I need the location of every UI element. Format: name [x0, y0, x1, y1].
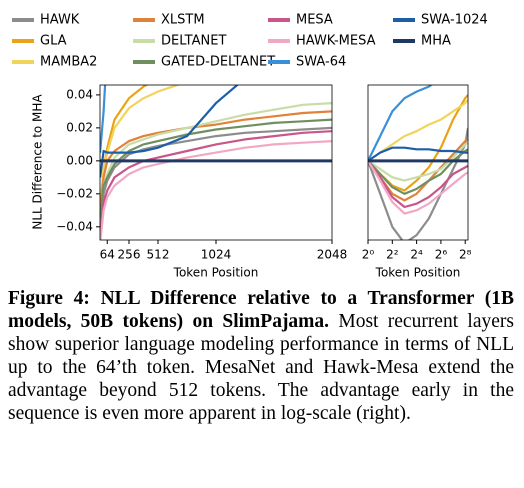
x-tick-label: 1024 — [201, 248, 232, 262]
legend-label: HAWK — [40, 13, 80, 28]
x-tick-label: 512 — [147, 248, 170, 262]
x-tick-label: 64 — [100, 248, 115, 262]
x-axis-label: Token Position — [173, 266, 259, 280]
legend-label: SWA-64 — [296, 55, 346, 70]
series-line — [368, 160, 468, 215]
legend-label: DELTANET — [161, 34, 226, 49]
legend-label: MHA — [421, 34, 451, 49]
axes-frame — [99, 84, 333, 241]
legend-label: MESA — [296, 13, 333, 28]
x-tick-label: 2⁶ — [435, 248, 448, 262]
plot-area — [368, 85, 468, 240]
series-line — [368, 146, 468, 162]
y-tick-label: 0.04 — [66, 87, 93, 101]
series-line — [368, 99, 468, 162]
series-line — [100, 130, 332, 236]
legend-label: MAMBA2 — [40, 55, 97, 70]
caption-heading: Figure 4: NLL Difference relative to a T… — [8, 288, 514, 332]
plot-area — [100, 85, 332, 240]
y-tick-label: 0.02 — [66, 120, 93, 134]
x-tick-label: 2² — [386, 248, 399, 262]
caption-text: Most recurrent layers show superior lang… — [8, 311, 514, 424]
x-axis-label: Token Position — [375, 266, 461, 280]
figure: NLL Difference to MHA Token Position Tok… — [12, 13, 488, 280]
x-tick-label: 2⁰ — [362, 248, 375, 262]
series-line — [100, 126, 332, 240]
x-tick-label: 2048 — [317, 248, 348, 262]
series-line — [100, 85, 149, 211]
legend-label: SWA-1024 — [421, 13, 488, 28]
legend-label: HAWK-MESA — [296, 34, 376, 49]
x-tick-label: 2⁸ — [459, 248, 472, 262]
series-line — [368, 160, 468, 209]
series-line — [368, 85, 434, 162]
y-tick-label: −0.04 — [56, 219, 93, 233]
series-line — [100, 118, 332, 219]
series-line — [100, 85, 239, 178]
caption: Figure 4: NLL Difference relative to a T… — [8, 287, 514, 425]
legend-label: GATED-DELTANET — [161, 55, 275, 70]
legend-label: GLA — [40, 34, 67, 49]
series-line — [368, 148, 468, 195]
legend-label: XLSTM — [161, 13, 205, 28]
y-tick-label: −0.02 — [56, 186, 93, 200]
series-line — [100, 102, 332, 219]
axes-frame — [367, 84, 469, 241]
x-tick-label: 256 — [118, 248, 141, 262]
y-axis-label: NLL Difference to MHA — [31, 94, 45, 230]
y-tick-label: 0.00 — [66, 153, 93, 167]
x-tick-label: 2⁴ — [410, 248, 423, 262]
series-line — [100, 140, 332, 240]
